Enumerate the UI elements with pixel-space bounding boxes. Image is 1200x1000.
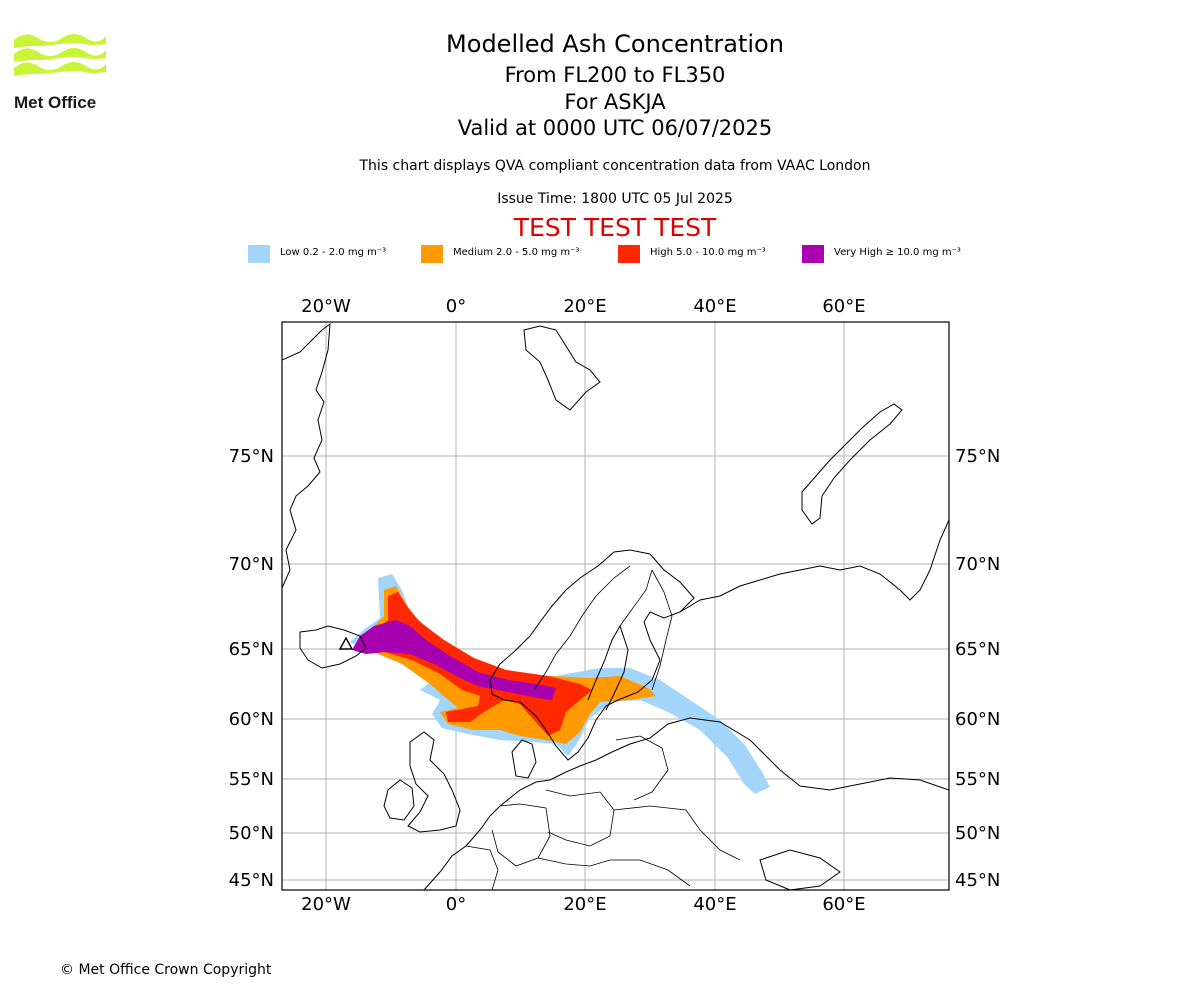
tick-lon-top-60e: 60°E [822, 296, 865, 317]
tick-lat-right-65n: 65°N [955, 639, 1000, 660]
legend-swatch-medium [421, 245, 443, 263]
legend-label-medium: Medium 2.0 - 5.0 mg m⁻³ [453, 247, 580, 258]
tick-lon-bottom-20e: 20°E [563, 894, 606, 915]
ash-plume-medium [356, 586, 656, 744]
tick-lon-top-20e: 20°E [563, 296, 606, 317]
tick-lat-right-60n: 60°N [955, 709, 1000, 730]
volcano-name: For ASKJA [564, 90, 666, 114]
tick-lon-top-40e: 40°E [693, 296, 736, 317]
tick-lat-right-75n: 75°N [955, 446, 1000, 467]
chart-description: This chart displays QVA compliant concen… [359, 158, 871, 174]
svalbard-coast [523, 325, 601, 411]
tick-lon-bottom-0: 0° [446, 894, 466, 915]
map-frame [281, 321, 950, 891]
ash-plume-very-high [352, 620, 556, 700]
valid-time: Valid at 0000 UTC 06/07/2025 [457, 116, 773, 140]
ash-plume-high [362, 592, 592, 736]
copyright-notice: © Met Office Crown Copyright [60, 962, 272, 978]
border-central-europe [537, 857, 691, 887]
tick-lat-left-75n: 75°N [229, 446, 274, 467]
legend-swatch-high [618, 245, 640, 263]
tick-lat-left-60n: 60°N [229, 709, 274, 730]
coastlines [282, 322, 949, 890]
met-office-waves-icon: Met Office [14, 34, 106, 112]
legend-swatch-low [248, 245, 270, 263]
country-borders [465, 565, 741, 890]
tick-lat-left-65n: 65°N [229, 639, 274, 660]
tick-lat-left-45n: 45°N [229, 870, 274, 891]
legend-label-high: High 5.0 - 10.0 mg m⁻³ [650, 247, 766, 258]
tick-lat-left-55n: 55°N [229, 769, 274, 790]
ireland-coast [383, 779, 415, 821]
great-britain-coast [407, 731, 461, 833]
flight-level-range: From FL200 to FL350 [504, 63, 726, 87]
border-sweden-finland [619, 569, 653, 627]
scandinavia-coast [489, 549, 695, 761]
border-norway-sweden [533, 565, 631, 691]
border-france [465, 845, 499, 890]
met-office-logo: Met Office [14, 30, 106, 112]
tick-lat-right-45n: 45°N [955, 870, 1000, 891]
tick-lon-top-0: 0° [446, 296, 466, 317]
tick-lat-right-50n: 50°N [955, 823, 1000, 844]
chart-title: Modelled Ash Concentration [446, 30, 784, 58]
border-poland [545, 789, 615, 847]
tick-lat-right-55n: 55°N [955, 769, 1000, 790]
novaya-zemlya-coast [801, 403, 903, 525]
black-sea-coast [759, 849, 841, 890]
volcano-marker-icon [338, 636, 354, 650]
tick-lon-top-20w: 20°W [301, 296, 351, 317]
border-finland-russia [651, 569, 673, 691]
tick-lon-bottom-20w: 20°W [301, 894, 351, 915]
tick-lat-left-70n: 70°N [229, 554, 274, 575]
legend-label-very-high: Very High ≥ 10.0 mg m⁻³ [834, 247, 961, 258]
border-baltics [615, 735, 669, 801]
tick-lon-bottom-60e: 60°E [822, 894, 865, 915]
map-plot-area [282, 322, 949, 890]
legend-label-low: Low 0.2 - 2.0 mg m⁻³ [280, 247, 387, 258]
greenland-coast [282, 322, 331, 589]
legend-swatch-very-high [802, 245, 824, 263]
iceland-coast [299, 625, 367, 669]
tick-lat-right-70n: 70°N [955, 554, 1000, 575]
denmark-coast [511, 739, 537, 779]
svg-text:Met Office: Met Office [14, 93, 96, 112]
test-banner: TEST TEST TEST [513, 213, 717, 242]
border-belarus-ukraine [613, 805, 741, 861]
russia-north-coast [679, 519, 949, 613]
tick-lat-left-50n: 50°N [229, 823, 274, 844]
europe-coast [423, 717, 949, 890]
tick-lon-bottom-40e: 40°E [693, 894, 736, 915]
border-germany [491, 803, 551, 867]
issue-time: Issue Time: 1800 UTC 05 Jul 2025 [497, 191, 733, 207]
